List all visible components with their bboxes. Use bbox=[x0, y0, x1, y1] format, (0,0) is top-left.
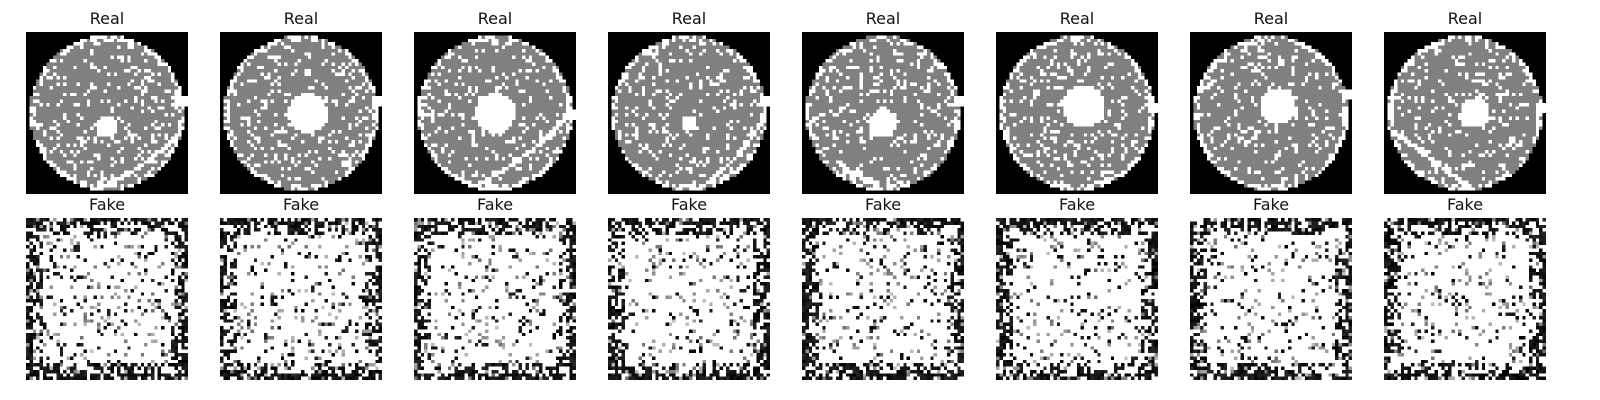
tile-title-real-3: Real bbox=[477, 9, 513, 28]
tile-title-fake-6: Fake bbox=[1058, 195, 1096, 214]
tile-title-real-5: Real bbox=[865, 9, 901, 28]
fake-generated-image-5 bbox=[802, 218, 964, 380]
real-wafer-image-5 bbox=[802, 32, 964, 194]
real-wafer-image-8 bbox=[1384, 32, 1546, 194]
real-wafer-image-7 bbox=[1190, 32, 1352, 194]
tile-title-real-8: Real bbox=[1447, 9, 1483, 28]
tile-title-fake-5: Fake bbox=[864, 195, 902, 214]
tile-title-real-1: Real bbox=[89, 9, 125, 28]
tile-title-fake-3: Fake bbox=[476, 195, 514, 214]
tile-title-real-4: Real bbox=[671, 9, 707, 28]
tile-title-fake-4: Fake bbox=[670, 195, 708, 214]
tile-title-fake-8: Fake bbox=[1446, 195, 1484, 214]
real-wafer-image-4 bbox=[608, 32, 770, 194]
fake-generated-image-2 bbox=[220, 218, 382, 380]
tile-title-real-6: Real bbox=[1059, 9, 1095, 28]
real-wafer-image-6 bbox=[996, 32, 1158, 194]
fake-generated-image-1 bbox=[26, 218, 188, 380]
fake-generated-image-4 bbox=[608, 218, 770, 380]
fake-generated-image-6 bbox=[996, 218, 1158, 380]
real-wafer-image-2 bbox=[220, 32, 382, 194]
fake-generated-image-7 bbox=[1190, 218, 1352, 380]
tile-title-real-7: Real bbox=[1253, 9, 1289, 28]
tile-title-fake-7: Fake bbox=[1252, 195, 1290, 214]
tile-title-real-2: Real bbox=[283, 9, 319, 28]
fake-generated-image-3 bbox=[414, 218, 576, 380]
fake-generated-image-8 bbox=[1384, 218, 1546, 380]
tile-title-fake-1: Fake bbox=[88, 195, 126, 214]
real-wafer-image-1 bbox=[26, 32, 188, 194]
real-wafer-image-3 bbox=[414, 32, 576, 194]
tile-title-fake-2: Fake bbox=[282, 195, 320, 214]
